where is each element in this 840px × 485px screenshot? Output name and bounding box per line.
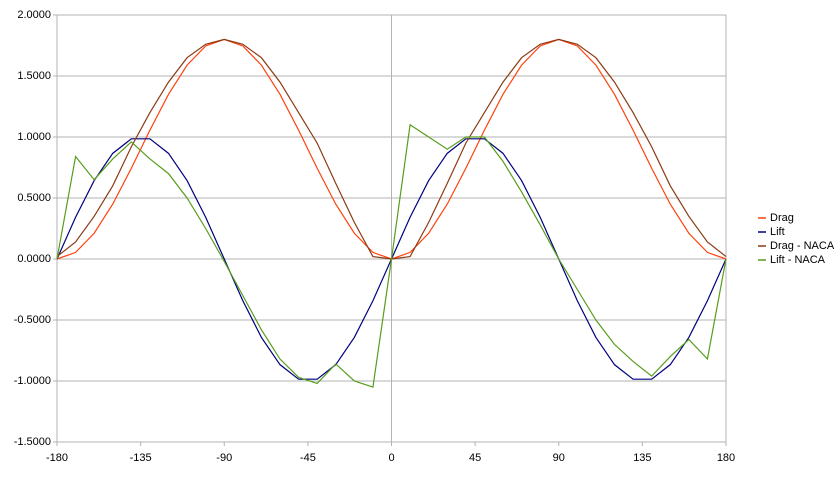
- y-tick-label: -0.5000: [14, 314, 51, 326]
- x-tick-label: -135: [130, 452, 152, 464]
- series-line: [56, 123, 727, 388]
- y-tick-label: 1.0000: [17, 131, 51, 143]
- y-tick-label: 2.0000: [17, 9, 51, 21]
- x-tick-label: -90: [216, 452, 232, 464]
- legend-label: Drag: [770, 212, 794, 224]
- y-tick-label: -1.0000: [14, 375, 51, 387]
- legend-label: Drag - NACA: [770, 240, 835, 252]
- x-tick-label: -45: [300, 452, 316, 464]
- y-tick-label: -1.5000: [14, 436, 51, 448]
- x-tick-label: 180: [717, 452, 735, 464]
- legend-label: Lift - NACA: [770, 254, 826, 266]
- x-tick-label: -180: [46, 452, 68, 464]
- y-tick-label: 0.5000: [17, 192, 51, 204]
- legend-label: Lift: [770, 226, 785, 238]
- x-tick-label: 45: [469, 452, 481, 464]
- x-tick-label: 0: [388, 452, 394, 464]
- x-tick-label: 135: [633, 452, 651, 464]
- y-tick-label: 1.5000: [17, 70, 51, 82]
- x-tick-label: 90: [553, 452, 565, 464]
- y-tick-label: 0.0000: [17, 253, 51, 265]
